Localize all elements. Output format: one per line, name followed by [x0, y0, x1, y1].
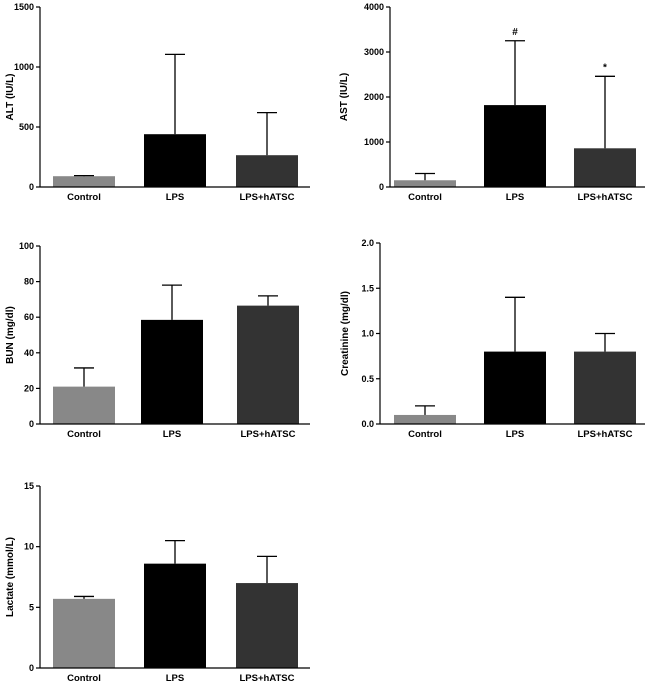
y-tick-label: 20	[24, 383, 34, 393]
bar-control	[53, 598, 115, 668]
category-label: LPS+hATSC	[240, 673, 295, 683]
category-label: Control	[408, 429, 442, 440]
y-tick-label: 1.0	[361, 329, 374, 339]
y-tick-label: 1.5	[361, 283, 374, 293]
chart-bun: Control LPS LPS+hATSC 0 20 40 60 80 100 BUN (mg/d…	[5, 241, 310, 440]
category-label: LPS	[506, 192, 524, 203]
category-label: LPS+hATSC	[578, 429, 633, 440]
y-tick-label: 100	[19, 241, 34, 251]
bar-control	[53, 176, 115, 187]
bar-lps	[144, 563, 206, 668]
y-tick-label: 0.0	[361, 419, 374, 429]
category-label: LPS	[163, 429, 181, 440]
bar-lps-hatsc	[574, 351, 636, 424]
y-tick-label: 2000	[364, 92, 384, 102]
bar-lps	[484, 351, 546, 424]
chart-ast: Control # LPS * LPS+hATSC 0 1000 2000 3000 4000 AS…	[339, 2, 645, 203]
chart-creatinine: Control LPS LPS+hATSC 0.0 0.5 1.0 1.5 2.0 Creati…	[340, 238, 645, 440]
bar-lps	[484, 105, 546, 187]
y-tick-label: 0.5	[361, 374, 374, 384]
category-label: LPS	[506, 429, 524, 440]
category-label: LPS	[166, 192, 184, 203]
bar-control	[394, 180, 456, 187]
category-label: Control	[67, 429, 101, 440]
bar-control	[394, 414, 456, 424]
y-tick-label: 1500	[14, 2, 34, 12]
category-label: Control	[67, 673, 101, 683]
category-label: LPS+hATSC	[241, 429, 296, 440]
y-tick-label: 5	[29, 602, 34, 612]
y-tick-label: 60	[24, 312, 34, 322]
bar-lps	[144, 134, 206, 187]
category-label: LPS+hATSC	[240, 192, 295, 203]
y-tick-label: 1000	[14, 62, 34, 72]
y-axis-title: Creatinine (mg/dl)	[340, 291, 351, 376]
y-tick-label: 4000	[364, 2, 384, 12]
significance-marker: *	[603, 62, 607, 73]
bar-lps-hatsc	[237, 305, 299, 424]
y-tick-label: 0	[29, 419, 34, 429]
chart-lactate: Control LPS LPS+hATSC 0 5 10 15 Lactate (mmol/L…	[5, 481, 310, 683]
y-tick-label: 2.0	[361, 238, 374, 248]
y-axis-title: Lactate (mmol/L)	[5, 537, 16, 617]
y-tick-label: 500	[19, 122, 34, 132]
bar-lps	[141, 319, 203, 424]
bar-control	[53, 386, 115, 424]
bar-lps-hatsc	[236, 155, 298, 187]
bar-lps-hatsc	[236, 583, 298, 668]
category-label: LPS+hATSC	[578, 192, 633, 203]
category-label: LPS	[166, 673, 184, 683]
y-tick-label: 3000	[364, 47, 384, 57]
y-tick-label: 10	[24, 542, 34, 552]
y-tick-label: 0	[379, 182, 384, 192]
chart-alt: Control LPS LPS+hATSC 0 500 1000 1500 ALT (IU/L…	[5, 2, 310, 203]
significance-marker: #	[512, 27, 518, 38]
y-tick-label: 0	[29, 663, 34, 673]
bar-lps-hatsc	[574, 148, 636, 187]
y-axis-title: ALT (IU/L)	[5, 73, 16, 120]
y-tick-label: 0	[29, 182, 34, 192]
y-tick-label: 1000	[364, 137, 384, 147]
y-tick-label: 15	[24, 481, 34, 491]
category-label: Control	[67, 192, 101, 203]
y-axis-title: AST (IU/L)	[339, 73, 350, 121]
y-tick-label: 40	[24, 348, 34, 358]
category-label: Control	[408, 192, 442, 203]
y-axis-title: BUN (mg/dl)	[5, 306, 16, 364]
y-tick-label: 80	[24, 277, 34, 287]
